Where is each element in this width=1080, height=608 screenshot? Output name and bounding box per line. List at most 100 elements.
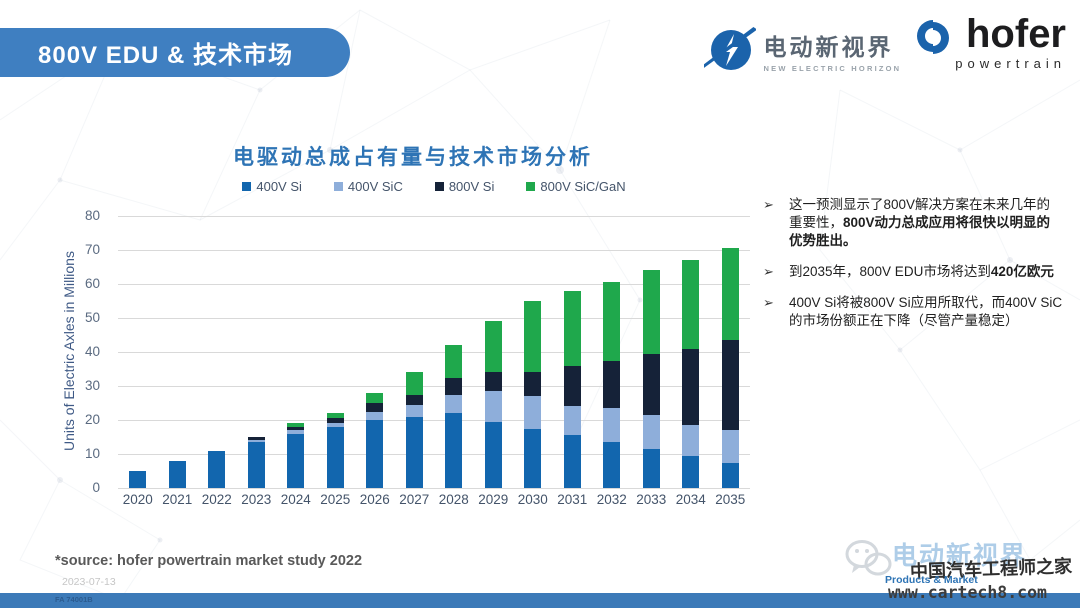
x-tick-label: 2027 — [399, 492, 430, 507]
bar-column-2032 — [592, 216, 632, 488]
bar-stack — [642, 270, 660, 488]
plot-area: 0 10 20 30 40 50 60 70 80 — [85, 208, 750, 495]
bullet-arrow-icon: ➢ — [763, 295, 774, 310]
watermark-products-label: Products & Market — [885, 574, 978, 586]
bar-segment — [484, 421, 502, 488]
x-tick-label: 2026 — [359, 492, 390, 507]
hofer-swirl-icon — [917, 20, 950, 54]
x-tick-label: 2024 — [280, 492, 311, 507]
watermark-url: www.cartech8.com — [888, 583, 1047, 602]
x-axis-labels: 2020 2021 2022 2023 2024 2025 2026 2027 2028 2029… — [118, 492, 750, 507]
bar-segment — [603, 442, 621, 488]
logo-area: 电动新视界 NEW ELECTRIC HORIZON hofer powertr… — [703, 14, 1066, 78]
bullet-arrow-icon: ➢ — [763, 197, 774, 212]
bar-segment — [563, 406, 581, 436]
bar-segment — [642, 414, 660, 449]
legend-swatch-icon — [434, 182, 444, 191]
bar-segment — [642, 353, 660, 415]
bottom-bar: FA 74001B — [0, 593, 1080, 608]
legend-label: 400V SiC — [347, 179, 403, 194]
bar-column-2021 — [158, 216, 198, 488]
bullet-text: 400V Si将被800V Si应用所取代，而400V SiC的市场份额正在下降… — [789, 295, 1063, 328]
bar-stack — [405, 372, 423, 488]
watermark-brand-text: 电动新视界 — [892, 542, 1028, 570]
bar-segment — [642, 448, 660, 488]
neh-logo-cn-text: 电动新视界 — [763, 33, 894, 60]
bar-segment — [603, 282, 621, 361]
bar-segment — [287, 423, 305, 427]
gridline — [118, 216, 750, 217]
x-tick-label: 2028 — [438, 492, 469, 507]
hofer-logo-subtitle: powertrain — [955, 56, 1066, 71]
bars-container — [118, 216, 750, 488]
bar-segment — [326, 423, 344, 427]
bar-segment — [445, 377, 463, 395]
bar-column-2033 — [632, 216, 672, 488]
bar-segment — [445, 413, 463, 488]
bar-segment — [247, 442, 265, 488]
bar-column-2022 — [197, 216, 237, 488]
bar-segment — [168, 460, 186, 488]
bar-stack — [287, 423, 305, 488]
y-tick-label: 0 — [92, 480, 100, 495]
bar-segment — [721, 430, 739, 463]
bar-stack — [524, 301, 542, 488]
y-tick-label: 40 — [84, 344, 100, 359]
bar-segment — [326, 426, 344, 488]
x-tick-label: 2029 — [478, 492, 509, 507]
y-tick-label: 70 — [84, 242, 100, 257]
wechat-icon — [845, 540, 892, 576]
bar-column-2035 — [711, 216, 751, 488]
legend-item: 800V Si — [434, 179, 495, 194]
bar-segment — [524, 301, 542, 373]
hofer-logo: hofer powertrain — [911, 14, 1066, 71]
bar-segment — [524, 396, 542, 429]
bar-stack — [603, 282, 621, 488]
bar-stack — [326, 413, 344, 488]
bar-segment — [682, 455, 700, 488]
bar-column-2030 — [513, 216, 553, 488]
bar-segment — [405, 372, 423, 395]
bar-segment — [445, 394, 463, 414]
legend-swatch-icon — [526, 182, 536, 191]
bar-stack — [563, 290, 581, 488]
bar-column-2031 — [553, 216, 593, 488]
bar-stack — [208, 450, 226, 488]
y-tick-label: 60 — [84, 276, 100, 291]
y-tick-label: 20 — [84, 412, 100, 427]
bullet-item: ➢ 400V Si将被800V Si应用所取代，而400V SiC的市场份额正在下… — [763, 294, 1063, 330]
bar-segment — [524, 428, 542, 488]
bar-stack — [168, 460, 186, 488]
bar-segment — [366, 392, 384, 403]
source-note: *source: hofer powertrain market study 2… — [55, 553, 363, 569]
chart-legend: 400V Si 400V SiC 800V Si 800V SiC/GaN — [118, 179, 750, 194]
bar-stack — [129, 471, 147, 488]
legend-label: 800V SiC/GaN — [540, 179, 626, 194]
bar-stack — [484, 321, 502, 488]
x-tick-label: 2032 — [596, 492, 627, 507]
x-tick-label: 2035 — [715, 492, 746, 507]
x-tick-label: 2034 — [675, 492, 706, 507]
bar-segment — [563, 435, 581, 488]
bullet-item: ➢ 这一预测显示了800V解决方案在未来几年的重要性，800V动力总成应用将很快以… — [763, 196, 1063, 250]
page-title: 800V EDU & 技术市场 — [38, 42, 294, 69]
bar-stack — [445, 345, 463, 488]
bullet-arrow-icon: ➢ — [763, 264, 774, 279]
bar-segment — [563, 290, 581, 366]
gridline — [118, 284, 750, 285]
bar-segment — [405, 404, 423, 417]
bar-segment — [405, 416, 423, 488]
x-tick-label: 2033 — [636, 492, 667, 507]
gridline — [118, 318, 750, 319]
bar-segment — [366, 411, 384, 420]
x-tick-label: 2022 — [201, 492, 232, 507]
bar-column-2023 — [237, 216, 277, 488]
y-tick-label: 30 — [84, 378, 100, 393]
bullet-text: 这一预测显示了800V解决方案在未来几年的重要性，800V动力总成应用将很快以明… — [789, 197, 1051, 248]
bar-segment — [129, 471, 147, 488]
bar-segment — [405, 394, 423, 405]
legend-label: 800V Si — [448, 179, 495, 194]
bar-segment — [326, 418, 344, 424]
